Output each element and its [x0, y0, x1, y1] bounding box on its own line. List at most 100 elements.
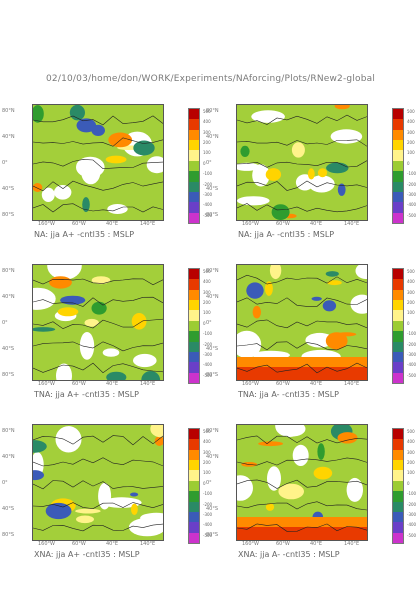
colorbar-segment — [393, 439, 403, 450]
field-blob — [33, 287, 56, 310]
colorbar-segment — [393, 522, 403, 533]
field-blob — [237, 330, 262, 359]
colorbar-segment — [189, 119, 199, 130]
colorbar-segment — [393, 129, 403, 141]
lat-tick-label: 80°S — [2, 372, 15, 378]
colorbar-tick-label: 100 — [203, 150, 211, 156]
colorbar-tick-label: 100 — [203, 310, 211, 316]
lon-tick-label: 40°E — [310, 221, 323, 227]
field-blob — [267, 466, 281, 491]
lat-tick-label: 40°N — [206, 294, 219, 300]
colorbar-tick-label: -200 — [203, 341, 213, 347]
field-blob — [131, 313, 147, 330]
colorbar-segment — [393, 119, 403, 130]
field-blob — [105, 155, 127, 164]
colorbar-tick-label: -500 — [407, 212, 416, 218]
anomaly-field-svg — [33, 105, 163, 220]
field-blob — [327, 280, 342, 286]
colorbar-tick-label: 500 — [203, 109, 211, 114]
contour-line — [33, 180, 163, 192]
lon-tick-label: 60°W — [72, 381, 86, 387]
colorbar-segment — [393, 300, 403, 311]
colorbar-tick-label: -300 — [203, 511, 213, 517]
colorbar — [188, 428, 200, 544]
contour-line — [33, 457, 163, 467]
field-blob — [60, 426, 79, 452]
anomaly-field-svg — [33, 425, 163, 540]
colorbar-tick-label: 100 — [407, 150, 415, 156]
colorbar-segment — [393, 341, 403, 352]
lon-tick-label: 160°W — [38, 541, 55, 547]
colorbar — [392, 108, 404, 224]
map-field — [236, 424, 368, 541]
contour-line — [237, 457, 367, 466]
colorbar-tick-label: 500 — [203, 429, 211, 434]
field-blob — [325, 271, 339, 277]
colorbar-segment — [393, 140, 403, 151]
contour-line — [237, 341, 367, 351]
colorbar-tick-label: 400 — [203, 119, 211, 125]
field-blob — [246, 282, 264, 299]
lat-tick-label: 40°N — [206, 134, 219, 140]
lat-tick-label: 0° — [206, 480, 212, 486]
contour-line — [237, 180, 367, 191]
field-band — [237, 527, 367, 540]
colorbar-segment — [189, 171, 199, 182]
colorbar-segment — [189, 129, 199, 141]
lat-tick-label: 0° — [2, 160, 8, 166]
panel-caption: XNA: jja A- -cntl35 : MSLP — [238, 550, 340, 559]
lat-tick-label: 80°N — [206, 108, 219, 114]
colorbar-segment — [189, 460, 199, 471]
colorbar-tick-label: 300 — [407, 129, 415, 135]
contour-line — [33, 480, 163, 490]
colorbar-segment — [189, 150, 199, 161]
field-blob — [76, 515, 94, 524]
lat-tick-label: 80°N — [2, 108, 15, 114]
contour-line — [33, 296, 163, 307]
colorbar-segment — [189, 491, 199, 502]
contour-line — [33, 341, 163, 352]
field-blob — [130, 492, 139, 497]
field-blob — [325, 332, 348, 350]
colorbar-segment — [189, 439, 199, 450]
colorbar-tick-label: 200 — [407, 300, 415, 306]
colorbar-tick-label: -100 — [407, 491, 416, 497]
map-panel: 80°N 40°N 0° 40°S 80°S 160°W 60°W 40°E 140°E 500 4… — [206, 404, 416, 559]
colorbar-segment — [189, 351, 199, 363]
field-blob — [84, 318, 99, 327]
contour-line — [237, 160, 367, 168]
lat-tick-label: 80°N — [2, 268, 15, 274]
lat-tick-label: 40°S — [206, 186, 219, 192]
lat-tick-label: 0° — [206, 160, 212, 166]
colorbar-segment — [393, 331, 403, 342]
colorbar-segment — [393, 362, 403, 373]
field-blob — [269, 265, 282, 280]
field-blob — [251, 110, 285, 123]
lat-tick-label: 40°S — [2, 346, 15, 352]
field-blob — [33, 327, 56, 332]
map-panel: 80°N 40°N 0° 40°S 80°S 160°W 60°W 40°E 140°E 500 4… — [206, 84, 416, 239]
lat-tick-label: 0° — [206, 320, 212, 326]
colorbar-tick-label: -200 — [203, 181, 213, 187]
contour-line — [33, 502, 163, 510]
lat-tick-label: 80°S — [2, 532, 15, 538]
field-blob — [56, 363, 72, 380]
colorbar-segment — [189, 300, 199, 311]
colorbar-segment — [189, 362, 199, 373]
lat-tick-label: 40°N — [2, 454, 15, 460]
colorbar-segment — [393, 460, 403, 471]
colorbar-tick-label: -100 — [203, 491, 213, 497]
colorbar-tick-label: 0 — [407, 160, 410, 166]
field-blob — [133, 140, 155, 156]
colorbar-tick-label: -100 — [407, 171, 416, 177]
lon-tick-label: 140°E — [140, 381, 156, 387]
colorbar-segment — [393, 181, 403, 192]
lat-tick-label: 40°S — [2, 506, 15, 512]
lon-tick-label: 60°W — [72, 541, 86, 547]
panel-caption: XNA: jja A+ -cntl35 : MSLP — [34, 550, 140, 559]
lat-tick-label: 80°S — [206, 212, 219, 218]
field-blob — [33, 105, 44, 123]
lon-tick-label: 160°W — [38, 221, 55, 227]
contour-line — [33, 318, 163, 330]
colorbar-segment — [393, 480, 403, 492]
